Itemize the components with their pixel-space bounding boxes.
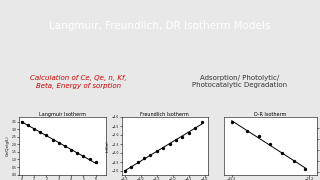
Point [167, 143, 172, 145]
Point [87, 158, 92, 161]
Title: Freundlich Isotherm: Freundlich Isotherm [140, 112, 189, 117]
Point [303, 168, 308, 171]
Point [229, 121, 234, 124]
Point [199, 121, 204, 124]
Point [268, 143, 273, 146]
Point [161, 146, 166, 149]
Title: Langmuir Isotherm: Langmuir Isotherm [39, 112, 86, 117]
Title: D-R Isotherm: D-R Isotherm [254, 112, 287, 117]
Text: Adsorption/ Photolytic/
Photocatalytic Degradation: Adsorption/ Photolytic/ Photocatalytic D… [192, 75, 288, 88]
Point [56, 141, 61, 144]
Point [186, 132, 191, 135]
Point [291, 159, 296, 162]
Point [148, 153, 153, 156]
Point [19, 120, 24, 123]
Point [244, 129, 250, 132]
Point [122, 170, 127, 172]
Point [173, 139, 179, 142]
Point [62, 144, 68, 147]
Point [180, 135, 185, 138]
Point [75, 152, 80, 155]
Point [129, 166, 134, 169]
Point [44, 134, 49, 137]
Point [93, 161, 98, 164]
Point [154, 150, 159, 153]
Point [68, 149, 74, 152]
Y-axis label: ln(Ce): ln(Ce) [106, 140, 110, 152]
Point [279, 151, 284, 154]
Point [50, 138, 55, 141]
Point [38, 131, 43, 134]
Point [135, 161, 140, 163]
Point [31, 128, 36, 130]
Text: Calculation of Ce, Qe, n, Kf,
Beta, Energy of sorption: Calculation of Ce, Qe, n, Kf, Beta, Ener… [30, 75, 127, 89]
Point [25, 123, 30, 126]
Point [256, 135, 261, 138]
Text: Langmuir, Freundlich, DR Isotherm Models: Langmuir, Freundlich, DR Isotherm Models [49, 21, 271, 31]
Y-axis label: Ce/Qe(g/L): Ce/Qe(g/L) [6, 135, 10, 156]
Point [141, 157, 147, 160]
Point [81, 155, 86, 158]
Point [193, 126, 198, 129]
